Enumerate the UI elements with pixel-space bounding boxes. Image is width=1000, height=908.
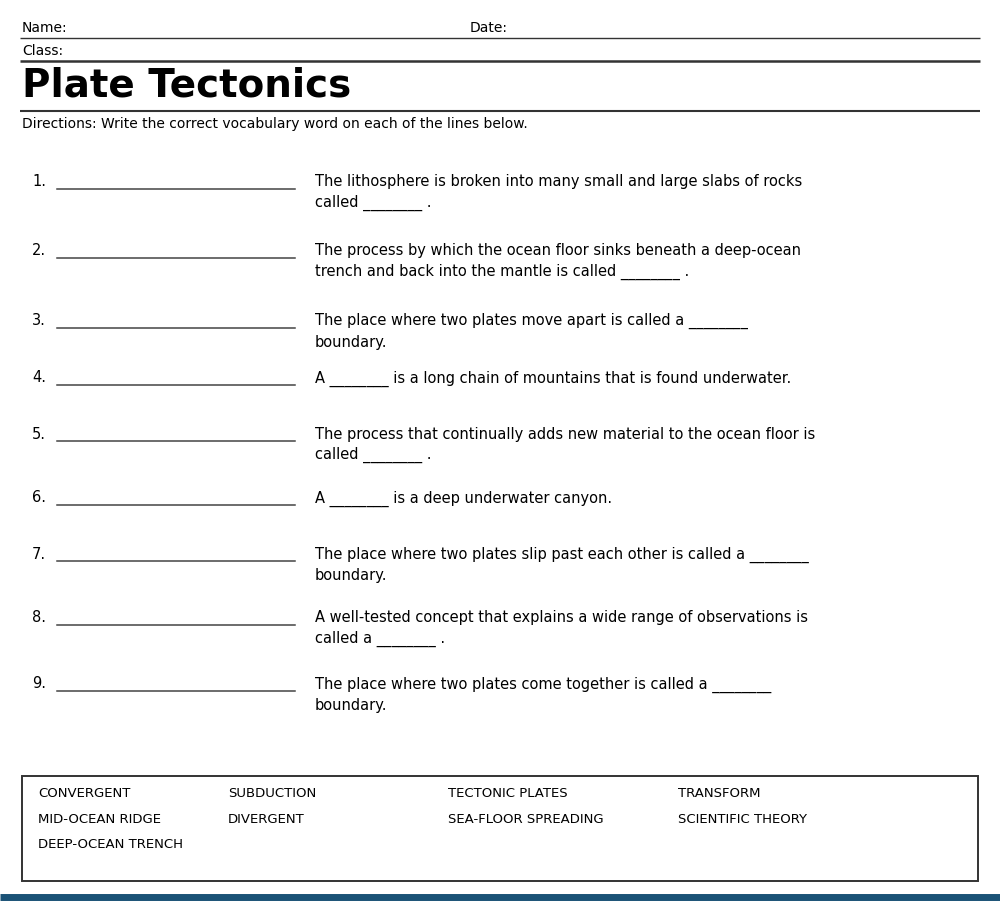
Text: 2.: 2. (32, 243, 46, 259)
Text: The process that continually adds new material to the ocean floor is
called ____: The process that continually adds new ma… (315, 427, 815, 463)
Text: A ________ is a long chain of mountains that is found underwater.: A ________ is a long chain of mountains … (315, 370, 791, 387)
Text: 3.: 3. (32, 313, 46, 329)
Text: Plate Tectonics: Plate Tectonics (22, 66, 351, 104)
Text: 4.: 4. (32, 370, 46, 386)
Text: CONVERGENT: CONVERGENT (38, 787, 130, 800)
Text: The place where two plates slip past each other is called a ________
boundary.: The place where two plates slip past eac… (315, 547, 809, 583)
Text: SCIENTIFIC THEORY: SCIENTIFIC THEORY (678, 813, 807, 825)
Text: A ________ is a deep underwater canyon.: A ________ is a deep underwater canyon. (315, 490, 612, 507)
Text: 8.: 8. (32, 610, 46, 626)
Bar (22, 776, 978, 881)
Text: SUBDUCTION: SUBDUCTION (228, 787, 316, 800)
Text: 6.: 6. (32, 490, 46, 506)
Text: Class:: Class: (22, 44, 63, 57)
Text: A well-tested concept that explains a wide range of observations is
called a ___: A well-tested concept that explains a wi… (315, 610, 808, 646)
Text: MID-OCEAN RIDGE: MID-OCEAN RIDGE (38, 813, 161, 825)
Text: The process by which the ocean floor sinks beneath a deep-ocean
trench and back : The process by which the ocean floor sin… (315, 243, 801, 280)
Text: TECTONIC PLATES: TECTONIC PLATES (448, 787, 568, 800)
Text: DEEP-OCEAN TRENCH: DEEP-OCEAN TRENCH (38, 838, 183, 851)
Text: 5.: 5. (32, 427, 46, 442)
Text: DIVERGENT: DIVERGENT (228, 813, 305, 825)
Text: 1.: 1. (32, 174, 46, 190)
Text: Date:: Date: (470, 21, 508, 35)
Text: TRANSFORM: TRANSFORM (678, 787, 761, 800)
Text: 7.: 7. (32, 547, 46, 562)
Text: The place where two plates come together is called a ________
boundary.: The place where two plates come together… (315, 676, 771, 713)
Text: The place where two plates move apart is called a ________
boundary.: The place where two plates move apart is… (315, 313, 748, 350)
Text: Name:: Name: (22, 21, 68, 35)
Text: 9.: 9. (32, 676, 46, 692)
Text: Directions: Write the correct vocabulary word on each of the lines below.: Directions: Write the correct vocabulary… (22, 117, 528, 131)
Text: SEA-FLOOR SPREADING: SEA-FLOOR SPREADING (448, 813, 604, 825)
Text: The lithosphere is broken into many small and large slabs of rocks
called ______: The lithosphere is broken into many smal… (315, 174, 802, 211)
